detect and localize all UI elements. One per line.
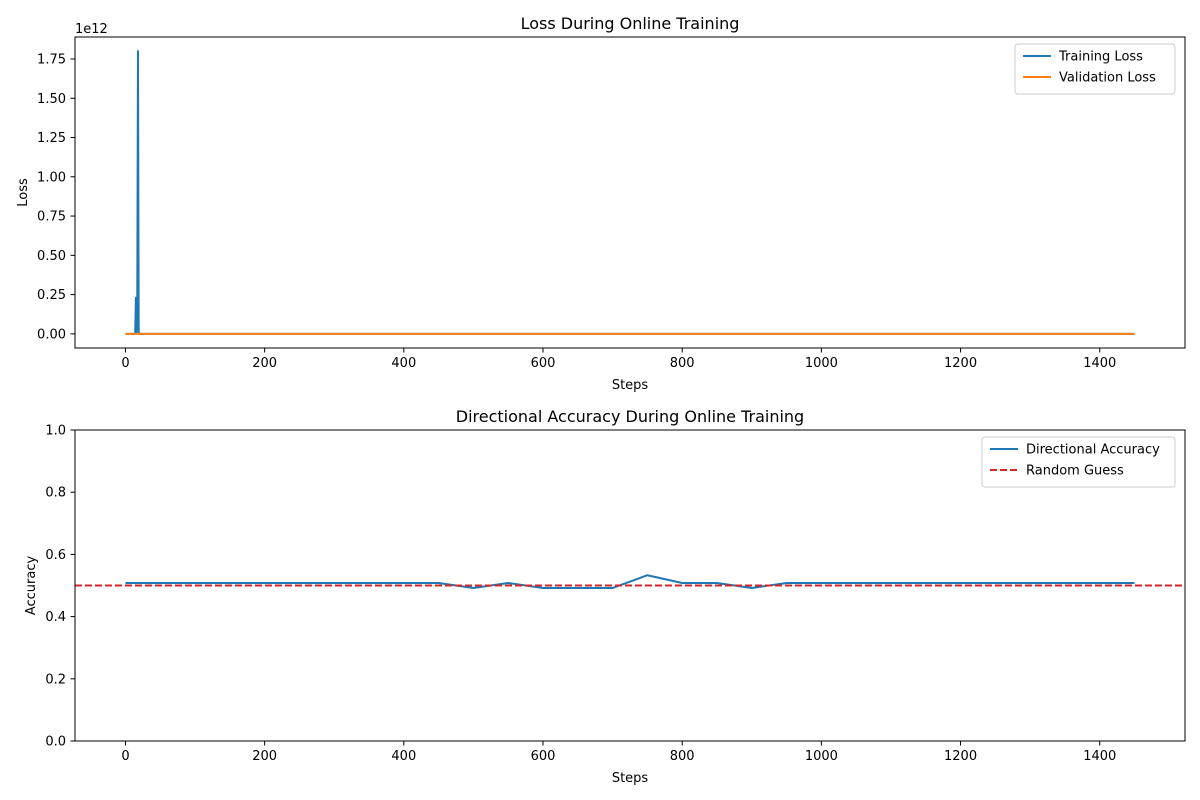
chart1-x-tick-label: 1000	[805, 356, 838, 371]
chart1-y-tick-label: 0.50	[37, 249, 66, 264]
chart2-x-tick-label: 0	[121, 749, 129, 764]
chart1-y-tick-label: 0.75	[37, 210, 66, 225]
chart1-axes-frame	[74, 36, 1186, 349]
chart2-x-tick-label: 1200	[944, 749, 977, 764]
chart2-x-axis-label: Steps	[612, 771, 649, 786]
chart2-y-tick-label: 1.0	[45, 424, 66, 439]
chart1-x-tick-label: 0	[121, 356, 129, 371]
chart2-y-axis-label: Accuracy	[24, 556, 39, 616]
chart2-legend-label-1: Directional Accuracy	[1026, 443, 1160, 458]
chart1-x-tick-label: 600	[531, 356, 556, 371]
chart2-title: Directional Accuracy During Online Train…	[456, 407, 804, 426]
chart1-x-tick-label: 400	[391, 356, 416, 371]
chart1-offset-label: 1e12	[75, 22, 108, 37]
chart2-y-tick-label: 0.8	[45, 486, 66, 501]
chart2-y-tick-label: 0.0	[45, 735, 66, 750]
chart1-legend-label-1: Training Loss	[1058, 50, 1143, 65]
chart1-title: Loss During Online Training	[521, 14, 740, 33]
chart2-x-tick-label: 600	[531, 749, 556, 764]
chart1-x-tick-label: 800	[670, 356, 695, 371]
chart2-axes-frame	[74, 429, 1186, 742]
chart1-y-tick-label: 1.25	[37, 131, 66, 146]
chart1-y-tick-label: 1.00	[37, 170, 66, 185]
chart1-x-tick-label: 1400	[1083, 356, 1116, 371]
chart2-legend-label-2: Random Guess	[1026, 464, 1124, 479]
chart2-x-tick-label: 200	[252, 749, 277, 764]
chart1-y-tick-label: 1.50	[37, 92, 66, 107]
chart1-x-axis-label: Steps	[612, 378, 649, 393]
chart2-x-tick-label: 1000	[805, 749, 838, 764]
chart2-y-tick-label: 0.2	[45, 672, 66, 687]
chart1-y-tick-label: 1.75	[37, 52, 66, 67]
chart2-x-tick-label: 1400	[1083, 749, 1116, 764]
chart2-series-1-line	[125, 574, 1135, 589]
chart1-y-axis-label: Loss	[16, 178, 31, 207]
chart1-y-tick-label: 0.25	[37, 288, 66, 303]
chart1-legend-label-2: Validation Loss	[1059, 71, 1156, 86]
chart2-x-tick-label: 800	[670, 749, 695, 764]
chart1-x-tick-label: 200	[252, 356, 277, 371]
chart2-y-tick-label: 0.6	[45, 548, 66, 563]
chart1-legend	[1014, 43, 1176, 95]
chart2-x-tick-label: 400	[391, 749, 416, 764]
chart1-series-1-line	[125, 50, 1135, 335]
chart1-x-tick-label: 1200	[944, 356, 977, 371]
chart1-y-tick-label: 0.00	[37, 327, 66, 342]
chart2-legend	[981, 436, 1176, 488]
chart2-y-tick-label: 0.4	[45, 610, 66, 625]
